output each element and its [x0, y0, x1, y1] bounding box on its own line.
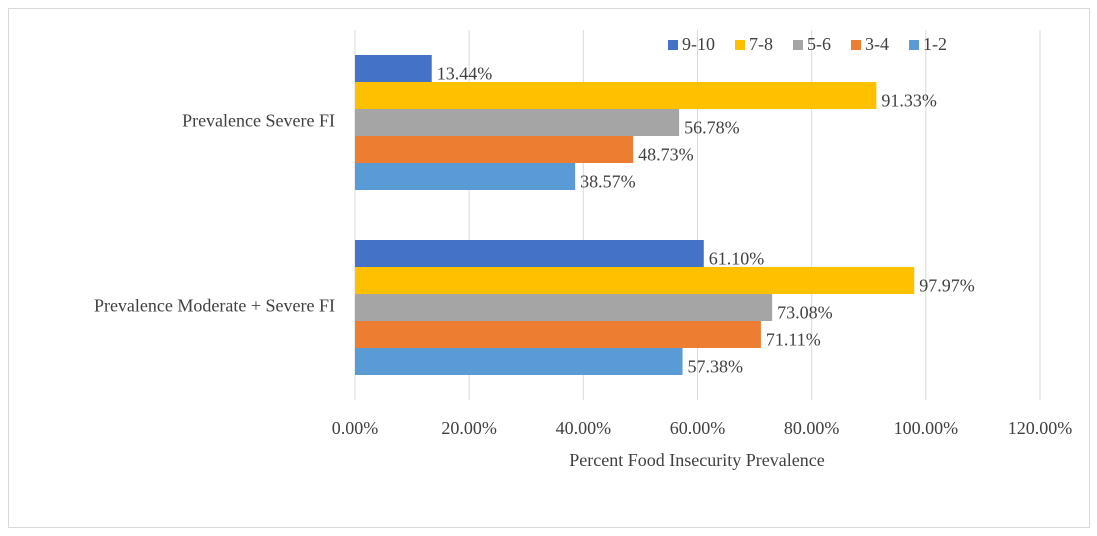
bar	[355, 55, 432, 82]
category-label: Prevalence Moderate + Severe FI	[94, 296, 335, 316]
legend-swatch	[793, 40, 803, 50]
x-tick-label: 100.00%	[894, 418, 959, 438]
x-axis-title: Percent Food Insecurity Prevalence	[569, 450, 824, 470]
value-label: 38.57%	[580, 172, 636, 192]
x-tick-label: 20.00%	[441, 418, 497, 438]
value-label: 48.73%	[638, 145, 694, 165]
bar	[355, 240, 704, 267]
value-label: 91.33%	[881, 91, 937, 111]
x-tick-label: 120.00%	[1008, 418, 1073, 438]
legend-label: 7-8	[749, 34, 773, 54]
legend-swatch	[668, 40, 678, 50]
legend-label: 9-10	[682, 34, 715, 54]
bar	[355, 267, 915, 294]
legend-swatch	[909, 40, 919, 50]
value-label: 56.78%	[684, 118, 740, 138]
legend-label: 1-2	[923, 34, 947, 54]
legend-label: 5-6	[807, 34, 831, 54]
bar	[355, 136, 634, 163]
x-tick-label: 80.00%	[784, 418, 840, 438]
legend-label: 3-4	[865, 34, 889, 54]
x-tick-label: 40.00%	[556, 418, 612, 438]
value-label: 73.08%	[777, 303, 833, 323]
bar	[355, 294, 773, 321]
legend-swatch	[735, 40, 745, 50]
category-label: Prevalence Severe FI	[182, 111, 335, 131]
value-label: 71.11%	[766, 330, 821, 350]
value-label: 13.44%	[437, 64, 493, 84]
value-label: 97.97%	[919, 276, 975, 296]
bar	[355, 82, 877, 109]
bar	[355, 348, 683, 375]
value-label: 61.10%	[709, 249, 765, 269]
x-tick-label: 0.00%	[332, 418, 379, 438]
bar	[355, 109, 680, 136]
value-label: 57.38%	[688, 357, 744, 377]
bar	[355, 321, 761, 348]
bar	[355, 163, 576, 190]
legend-swatch	[851, 40, 861, 50]
x-tick-label: 60.00%	[670, 418, 726, 438]
